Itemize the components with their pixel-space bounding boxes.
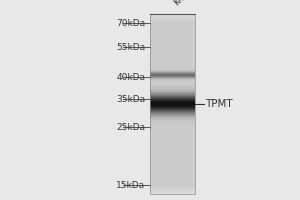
Text: 55kDa: 55kDa: [116, 43, 146, 51]
Text: 70kDa: 70kDa: [116, 19, 146, 27]
Text: 35kDa: 35kDa: [116, 95, 146, 104]
Text: TPMT: TPMT: [206, 99, 233, 109]
Bar: [150, 14, 195, 194]
Text: K-562: K-562: [172, 0, 197, 7]
Text: 25kDa: 25kDa: [116, 122, 146, 132]
Text: 15kDa: 15kDa: [116, 180, 146, 190]
Text: 40kDa: 40kDa: [116, 72, 146, 82]
